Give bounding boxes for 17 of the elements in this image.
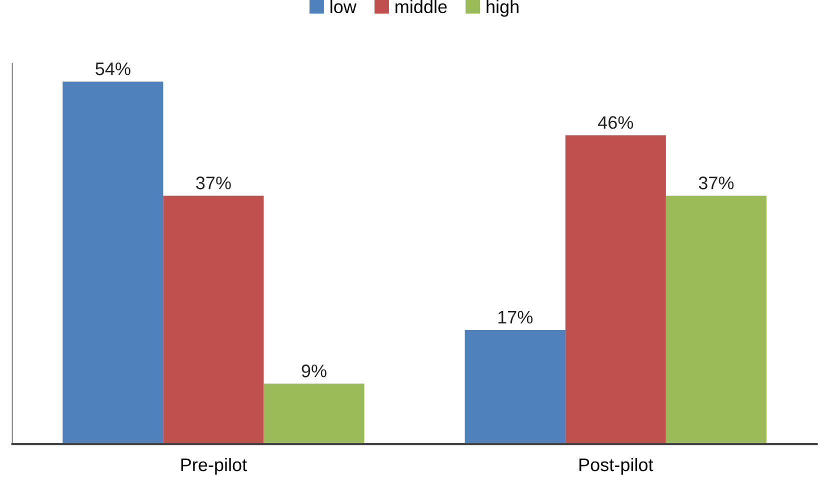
bar bbox=[62, 82, 164, 444]
x-tick-label: Pre-pilot bbox=[181, 458, 247, 475]
data-label: 37% bbox=[196, 176, 231, 190]
legend-label: low bbox=[330, 0, 357, 14]
bar bbox=[163, 196, 264, 444]
legend-label: high bbox=[486, 0, 518, 17]
data-label: 46% bbox=[598, 116, 634, 129]
bar bbox=[264, 384, 364, 444]
bar bbox=[464, 330, 566, 444]
data-label: 17% bbox=[498, 310, 533, 324]
x-tick-label: Post-pilot bbox=[580, 458, 654, 475]
bar bbox=[666, 196, 766, 444]
data-label: 54% bbox=[96, 62, 130, 76]
legend-label: middle bbox=[396, 0, 447, 14]
data-label: 37% bbox=[698, 176, 734, 190]
bar bbox=[565, 135, 666, 444]
data-label: 9% bbox=[302, 364, 326, 378]
